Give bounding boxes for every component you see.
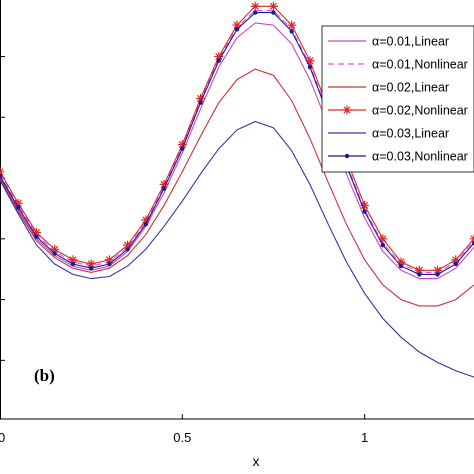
series-line [0, 22, 474, 280]
star-marker [433, 265, 443, 275]
dot-marker [34, 234, 39, 239]
star-marker [68, 255, 78, 265]
panel-label: (b) [34, 366, 55, 385]
dot-marker [16, 205, 21, 210]
star-marker [378, 234, 388, 244]
star-marker [414, 265, 424, 275]
dot-marker [70, 261, 76, 267]
legend-label: α=0.01,Nonlinear [372, 58, 468, 72]
legend-label: α=0.02,Nonlinear [372, 104, 468, 118]
dot-marker [417, 272, 422, 277]
star-marker [177, 140, 187, 150]
star-marker [13, 198, 23, 208]
series-3 [0, 68, 474, 307]
dot-marker [307, 64, 313, 70]
series-line [0, 68, 474, 307]
star-marker [287, 20, 297, 30]
star-marker [31, 228, 41, 238]
series-6 [0, 10, 474, 277]
legend-label: α=0.03,Linear [372, 127, 449, 141]
dot-marker [344, 153, 350, 159]
star-marker [141, 215, 151, 225]
series-line [0, 120, 474, 378]
dot-marker [398, 263, 404, 269]
dot-marker [180, 146, 185, 151]
legend-entry: α=0.02,Linear [328, 81, 449, 95]
dot-marker [107, 261, 112, 267]
dot-marker [143, 221, 149, 227]
dot-marker [435, 272, 440, 277]
dot-marker [362, 209, 367, 214]
star-marker [104, 255, 114, 265]
star-marker [86, 259, 96, 269]
legend-label: α=0.01,Linear [372, 35, 449, 49]
dot-marker [216, 58, 221, 63]
star-marker [305, 56, 315, 66]
dot-marker [198, 100, 203, 105]
star-marker [451, 255, 461, 265]
x-axis-label: x [253, 453, 260, 469]
legend-entry: α=0.03,Nonlinear [328, 150, 468, 164]
x-tick-label: 0.5 [173, 430, 191, 445]
star-marker [159, 179, 169, 189]
dot-marker [471, 240, 474, 246]
x-tick-label: 0 [0, 430, 5, 445]
series-1 [0, 22, 474, 280]
dot-marker [380, 242, 386, 248]
legend-box [321, 25, 474, 173]
star-marker [232, 20, 242, 30]
star-marker [50, 244, 60, 254]
star-marker [268, 1, 278, 11]
star-marker [342, 105, 352, 115]
legend: α=0.01,Linear α=0.01,Nonlinear α=0.02,Line… [321, 25, 474, 173]
dot-marker [253, 10, 258, 15]
star-marker [123, 240, 133, 250]
dot-marker [289, 29, 294, 34]
legend-entry: α=0.01,Linear [328, 35, 449, 49]
star-marker [360, 200, 370, 210]
star-marker [396, 257, 406, 267]
legend-label: α=0.02,Linear [372, 81, 449, 95]
x-tick-label: 1 [361, 430, 368, 445]
legend-entry: α=0.01,Nonlinear [328, 58, 468, 72]
plot-area [0, 1, 474, 378]
dot-marker [52, 251, 57, 256]
dot-marker [88, 265, 94, 271]
dot-marker [125, 247, 130, 252]
series-5 [0, 120, 474, 378]
dot-marker [234, 27, 240, 32]
star-marker [214, 52, 224, 62]
dot-marker [453, 261, 458, 267]
star-marker [250, 1, 260, 11]
legend-entry: α=0.03,Linear [328, 127, 449, 141]
dot-marker [271, 10, 276, 15]
legend-entry: α=0.02,Nonlinear [328, 104, 468, 118]
star-marker [196, 93, 206, 103]
dot-marker [161, 186, 167, 191]
legend-label: α=0.03,Nonlinear [372, 150, 468, 164]
dot-marker [0, 173, 3, 179]
